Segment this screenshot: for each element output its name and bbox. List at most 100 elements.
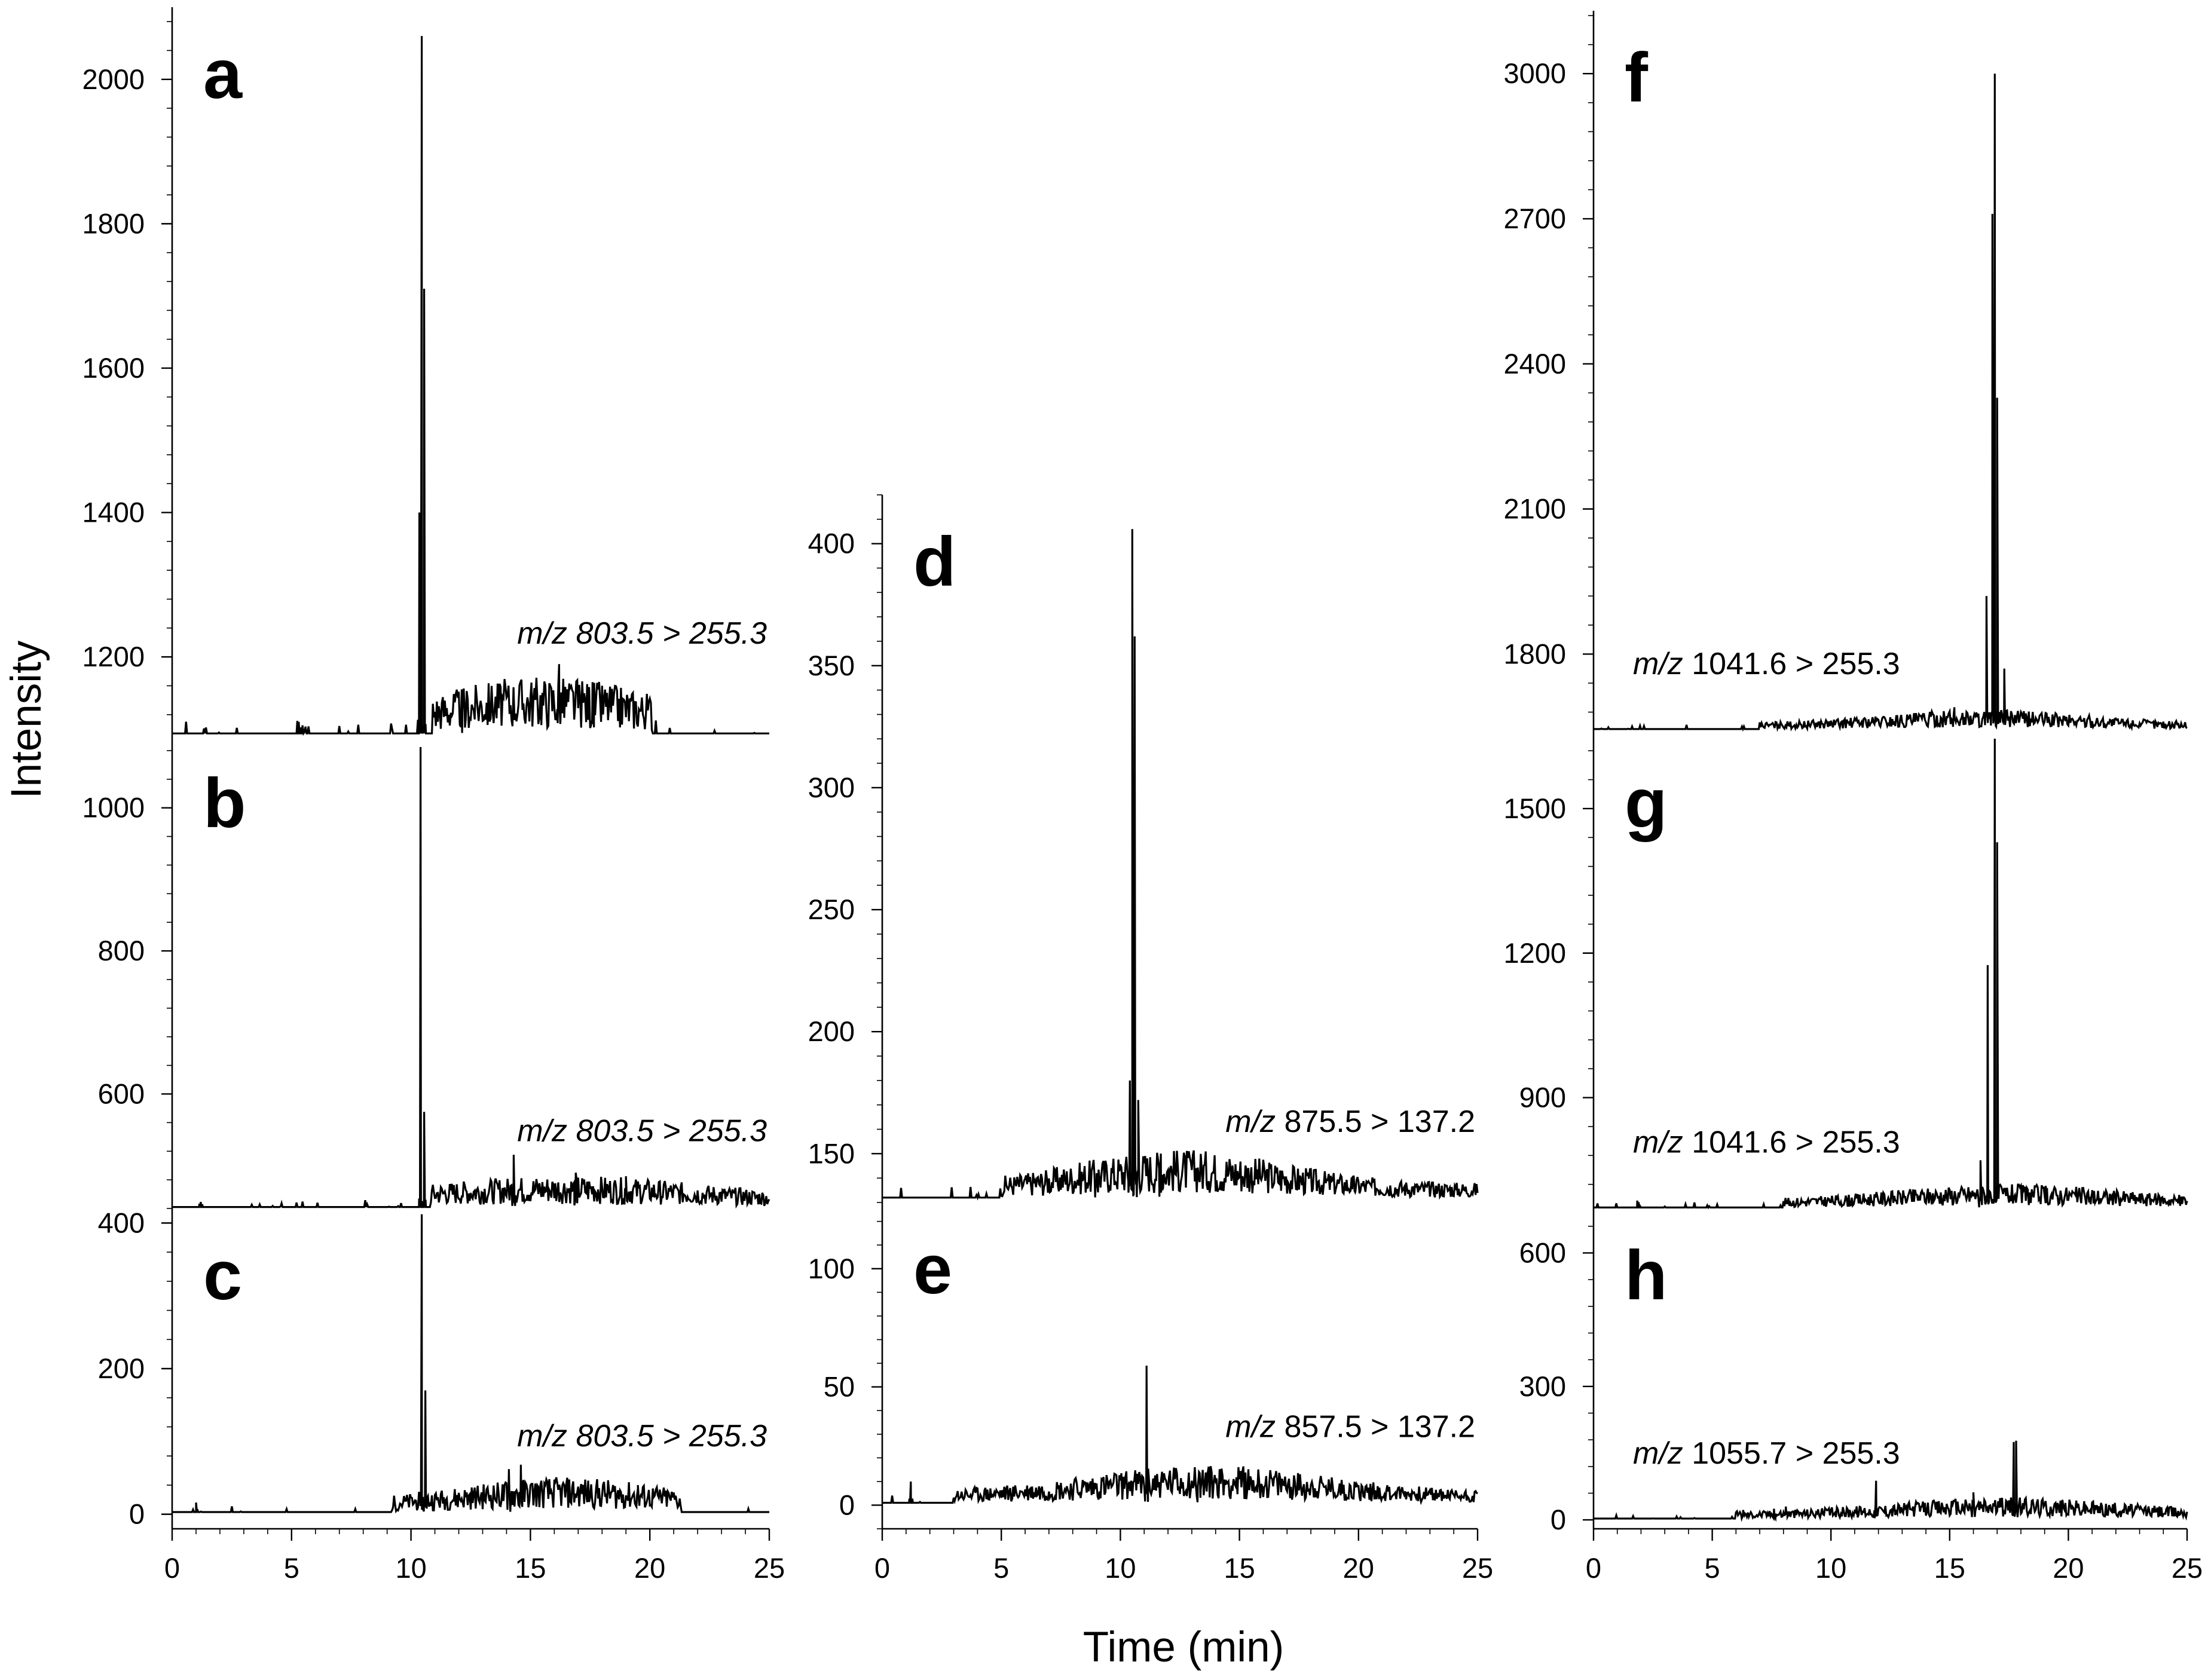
panel-h-y-tick-label: 600 <box>1519 1237 1566 1268</box>
panel-e-x-tick-label: 0 <box>874 1552 890 1584</box>
panel-a-y-tick-label: 1800 <box>82 207 145 239</box>
panel-g-annotation: m/z 1041.6 > 255.3 <box>1633 1125 1900 1159</box>
panel-c-mz-label: m/z <box>517 1419 576 1453</box>
panel-h-x-tick-label: 15 <box>1934 1552 1965 1584</box>
panel-c-y-tick-label: 400 <box>98 1207 145 1238</box>
panel-c-x-tick-label: 20 <box>634 1552 665 1584</box>
panel-b-letter: b <box>203 764 246 842</box>
panel-b-transition: 803.5 > 255.3 <box>576 1114 767 1149</box>
panel-b-trace <box>172 746 770 1209</box>
panel-d-y-tick-label: 400 <box>808 528 855 559</box>
panel-d-transition: 875.5 > 137.2 <box>1284 1104 1475 1139</box>
panel-b-annotation: m/z 803.5 > 255.3 <box>517 1114 767 1149</box>
panel-d-y-tick-label: 350 <box>808 650 855 681</box>
panel-f: 1800 2100 2400 2700 3000 f m/z 1041.6 > 255.3 <box>1503 11 2188 736</box>
panel-b-mz-label: m/z <box>517 1114 576 1149</box>
panel-d-letter: d <box>913 522 956 601</box>
panel-e-y-tick-label: 50 <box>824 1371 855 1403</box>
panel-f-trace <box>1594 74 2188 732</box>
panel-g-y-tick-label: 1500 <box>1503 792 1566 824</box>
panel-b-y-tick-label: 1000 <box>82 792 145 824</box>
panel-d-mz-label: m/z <box>1225 1104 1284 1139</box>
panel-c-annotation: m/z 803.5 > 255.3 <box>517 1419 767 1453</box>
panel-a: 1200 1400 1600 1800 2000 a m/z 803.5 > 255.3 <box>82 7 769 736</box>
panel-b: 600 800 1000 b m/z 803.5 > 255.3 <box>82 736 770 1209</box>
panel-c-x-tick-label: 15 <box>515 1552 546 1584</box>
panel-h-x-tick-label: 10 <box>1815 1552 1846 1584</box>
panel-b-y-tick-label: 600 <box>98 1078 145 1109</box>
panel-e-x-tick-label: 25 <box>1462 1552 1493 1584</box>
panel-f-letter: f <box>1625 38 1649 117</box>
panel-e-y-tick-label: 100 <box>808 1253 855 1284</box>
panel-d-y-tick-label: 150 <box>808 1137 855 1169</box>
panel-c-x-tick-label: 0 <box>164 1552 180 1584</box>
panel-e-letter: e <box>913 1230 952 1308</box>
panel-e: 0 50 100 e m/z 857.5 > 137.2 0 5 10 15 20 25 <box>808 1202 1493 1584</box>
panel-d-annotation: m/z 875.5 > 137.2 <box>1225 1104 1475 1139</box>
panel-h-y-tick-label: 0 <box>1551 1504 1566 1535</box>
panel-a-y-tick-label: 1400 <box>82 497 145 528</box>
panel-e-mz-label: m/z <box>1225 1409 1284 1444</box>
panel-g-mz-label: m/z <box>1633 1125 1692 1159</box>
panel-e-transition: 857.5 > 137.2 <box>1284 1409 1475 1444</box>
panel-a-annotation: m/z 803.5 > 255.3 <box>517 616 767 651</box>
panel-f-y-tick-label: 2100 <box>1503 493 1566 525</box>
panel-h-y-tick-label: 300 <box>1519 1370 1566 1402</box>
panel-a-letter: a <box>203 35 243 113</box>
panel-c-letter: c <box>203 1236 242 1314</box>
panel-h-annotation: m/z 1055.7 > 255.3 <box>1633 1436 1900 1471</box>
panel-c: 0 200 400 c m/z 803.5 > 255.3 0 5 10 15 20 25 <box>98 1207 785 1584</box>
panel-d: 150 200 250 300 350 400 d m/z 875.5 > 137.2 <box>808 494 1479 1203</box>
panel-h-mz-label: m/z <box>1633 1436 1692 1471</box>
panel-c-x-tick-label: 5 <box>284 1552 299 1584</box>
panel-h-x-tick-label: 25 <box>2172 1552 2203 1584</box>
panel-f-mz-label: m/z <box>1633 647 1692 681</box>
panel-h-letter: h <box>1625 1236 1667 1314</box>
panel-d-y-tick-label: 200 <box>808 1015 855 1047</box>
panel-c-y-tick-label: 0 <box>129 1498 145 1530</box>
panel-f-y-tick-label: 3000 <box>1503 57 1566 89</box>
panel-g-trace <box>1594 738 2188 1210</box>
panel-f-y-tick-label: 2700 <box>1503 203 1566 234</box>
panel-g: 900 1200 1500 g m/z 1041.6 > 255.3 <box>1503 736 2188 1210</box>
panel-e-y-tick-label: 0 <box>839 1489 855 1520</box>
panel-c-x-tick-label: 10 <box>395 1552 426 1584</box>
panel-a-y-tick-label: 1200 <box>82 641 145 672</box>
panel-c-x-tick-label: 25 <box>754 1552 785 1584</box>
panel-f-transition: 1041.6 > 255.3 <box>1692 647 1900 681</box>
panel-a-trace <box>172 36 769 736</box>
panel-e-x-tick-label: 20 <box>1343 1552 1374 1584</box>
panel-g-letter: g <box>1625 764 1667 842</box>
panel-e-trace <box>882 1365 1478 1505</box>
panel-e-x-tick-label: 10 <box>1105 1552 1136 1584</box>
panel-h-trace <box>1594 1440 2188 1522</box>
panel-d-y-tick-label: 300 <box>808 772 855 803</box>
panel-b-y-tick-label: 800 <box>98 935 145 966</box>
x-axis-title: Time (min) <box>1083 1624 1285 1671</box>
panel-e-x-tick-label: 15 <box>1224 1552 1255 1584</box>
panel-g-y-tick-label: 1200 <box>1503 937 1566 969</box>
panel-f-y-tick-label: 2400 <box>1503 348 1566 380</box>
panel-e-x-tick-label: 5 <box>993 1552 1009 1584</box>
panel-d-y-tick-label: 250 <box>808 893 855 925</box>
panel-a-transition: 803.5 > 255.3 <box>576 616 767 651</box>
panel-h-x-tick-label: 0 <box>1586 1552 1601 1584</box>
panel-a-y-tick-label: 1600 <box>82 352 145 384</box>
y-axis-title: Intensity <box>3 640 50 798</box>
panel-c-y-tick-label: 200 <box>98 1352 145 1384</box>
panel-a-y-tick-label: 2000 <box>82 63 145 95</box>
panel-d-trace <box>882 529 1479 1201</box>
panel-f-annotation: m/z 1041.6 > 255.3 <box>1633 647 1900 681</box>
panel-c-transition: 803.5 > 255.3 <box>576 1419 767 1453</box>
panel-f-y-tick-label: 1800 <box>1503 638 1566 669</box>
panel-c-trace <box>172 1214 769 1514</box>
panel-e-annotation: m/z 857.5 > 137.2 <box>1225 1409 1475 1444</box>
panel-h-x-tick-label: 5 <box>1705 1552 1720 1584</box>
panel-h-transition: 1055.7 > 255.3 <box>1692 1436 1900 1471</box>
panel-g-transition: 1041.6 > 255.3 <box>1692 1125 1900 1159</box>
panel-h: 0 300 600 h m/z 1055.7 > 255.3 0 5 10 15 20 25 <box>1519 1208 2203 1584</box>
panel-g-y-tick-label: 900 <box>1519 1082 1566 1113</box>
panel-a-mz-label: m/z <box>517 616 576 651</box>
